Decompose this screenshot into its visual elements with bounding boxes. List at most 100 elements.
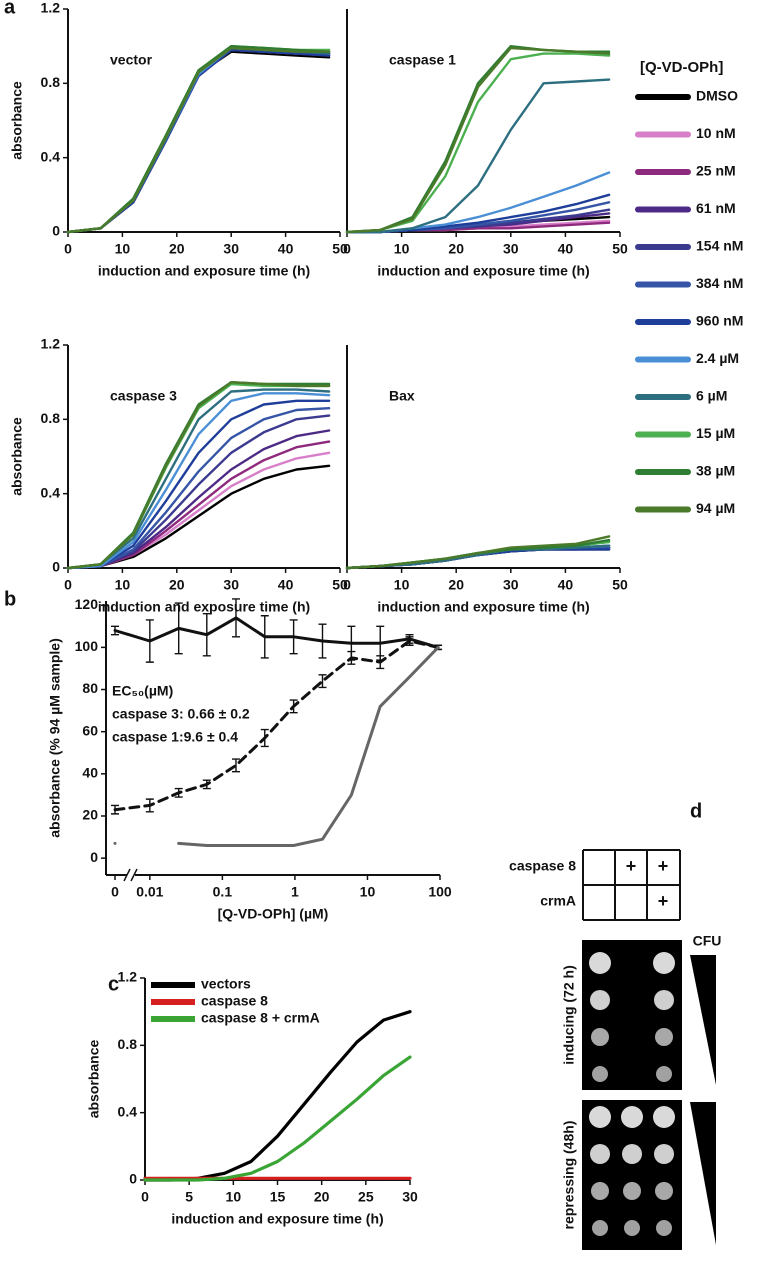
x-tick-label: 40 xyxy=(278,241,294,257)
x-tick-label: 10 xyxy=(360,884,376,900)
error-bar xyxy=(174,787,183,798)
error-bar xyxy=(145,619,154,663)
condition-label: inducing (72 h) xyxy=(561,965,577,1065)
panel-label: b xyxy=(4,588,16,610)
x-tick-label: 40 xyxy=(558,577,574,593)
y-tick-label: 60 xyxy=(82,722,98,738)
x-axis-label: [Q-VD-OPh] (µM) xyxy=(218,906,329,922)
y-tick-label: 0 xyxy=(52,223,60,239)
x-axis-label: induction and exposure time (h) xyxy=(98,599,310,615)
x-tick-label: 20 xyxy=(448,577,464,593)
data-line xyxy=(66,407,331,570)
legend-label: 61 nM xyxy=(696,200,736,216)
y-axis-label: absorbance xyxy=(9,417,25,496)
legend-label: caspase 8 + crmA xyxy=(201,1010,320,1026)
colony-spot xyxy=(589,952,611,974)
data-line xyxy=(113,645,440,847)
data-line xyxy=(113,639,440,812)
x-tick-label: 40 xyxy=(278,577,294,593)
data-line xyxy=(66,429,331,570)
error-bar xyxy=(202,779,211,790)
colony-spot xyxy=(655,1182,673,1200)
x-tick-label: 10 xyxy=(394,241,410,257)
legend-title: [Q-VD-OPh] xyxy=(640,59,723,76)
x-tick-label: 25 xyxy=(358,1189,374,1205)
annotation: caspase 1:9.6 ± 0.4 xyxy=(112,729,238,745)
cell-mark: + xyxy=(658,891,669,911)
error-bar xyxy=(174,602,183,655)
x-tick-label: 10 xyxy=(394,577,410,593)
error-bar xyxy=(111,804,119,815)
panel-label: a xyxy=(4,0,16,18)
data-line xyxy=(66,46,331,234)
error-bar xyxy=(318,623,327,659)
y-tick-label: 0.8 xyxy=(41,74,61,90)
x-tick-label: 10 xyxy=(115,241,131,257)
error-bar xyxy=(289,619,298,655)
x-tick-label: 30 xyxy=(402,1189,418,1205)
colony-spot xyxy=(592,1066,608,1082)
x-tick-label: 0.1 xyxy=(213,884,233,900)
x-tick-label: 0.01 xyxy=(136,884,163,900)
x-axis-label: induction and exposure time (h) xyxy=(171,1211,383,1227)
x-tick-label: 50 xyxy=(612,577,628,593)
y-tick-label: 0.4 xyxy=(41,148,61,164)
colony-spot xyxy=(654,990,674,1010)
data-line xyxy=(66,388,331,570)
error-bar xyxy=(202,612,211,657)
x-tick-label: 20 xyxy=(448,241,464,257)
panel-title: caspase 1 xyxy=(389,52,456,68)
y-tick-label: 100 xyxy=(75,638,99,654)
error-bar xyxy=(145,798,154,813)
y-tick-label: 0.4 xyxy=(118,1103,138,1119)
legend-label: 15 µM xyxy=(696,425,735,441)
error-bar xyxy=(260,728,269,748)
legend-label: 25 nM xyxy=(696,163,736,179)
colony-spot xyxy=(590,990,610,1010)
colony-spot xyxy=(623,1182,641,1200)
error-bar xyxy=(231,758,240,773)
data-line xyxy=(345,46,611,234)
x-tick-label: 20 xyxy=(314,1189,330,1205)
colony-spot xyxy=(656,1220,672,1236)
y-tick-label: 20 xyxy=(82,807,98,823)
axis-break xyxy=(123,868,131,882)
y-tick-label: 0.8 xyxy=(118,1036,138,1052)
x-tick-label: 0 xyxy=(111,884,119,900)
panel-title: vector xyxy=(110,52,153,68)
data-line xyxy=(66,392,331,570)
error-bar xyxy=(260,615,269,659)
x-tick-label: 0 xyxy=(343,577,351,593)
cell-mark: + xyxy=(658,856,669,876)
x-tick-label: 30 xyxy=(223,577,239,593)
x-tick-label: 0 xyxy=(141,1189,149,1205)
axis-break xyxy=(127,869,135,881)
data-line xyxy=(66,464,331,570)
y-tick-label: 120 xyxy=(75,596,99,612)
error-bar xyxy=(111,625,119,636)
x-tick-label: 40 xyxy=(558,241,574,257)
x-tick-label: 50 xyxy=(332,577,348,593)
x-tick-label: 5 xyxy=(185,1189,193,1205)
colony-spot xyxy=(591,1028,609,1046)
error-bar xyxy=(405,636,414,646)
x-tick-label: 50 xyxy=(612,241,628,257)
x-tick-label: 0 xyxy=(343,241,351,257)
cfu-label: CFU xyxy=(693,933,722,949)
error-bar xyxy=(231,598,240,638)
panel-title: caspase 3 xyxy=(110,388,177,404)
error-bar xyxy=(376,655,385,670)
y-axis-label: absorbance xyxy=(86,1039,102,1118)
y-tick-label: 1.2 xyxy=(41,0,61,16)
x-tick-label: 15 xyxy=(270,1189,286,1205)
y-tick-label: 0 xyxy=(90,849,98,865)
y-tick-label: 0.4 xyxy=(41,484,61,500)
colony-spot xyxy=(591,1182,609,1200)
row-label: crmA xyxy=(540,893,576,909)
x-tick-label: 20 xyxy=(169,577,185,593)
data-line xyxy=(143,1055,412,1182)
legend-label: DMSO xyxy=(696,88,738,104)
legend-label: 2.4 µM xyxy=(696,350,739,366)
legend-label: caspase 8 xyxy=(201,993,268,1009)
